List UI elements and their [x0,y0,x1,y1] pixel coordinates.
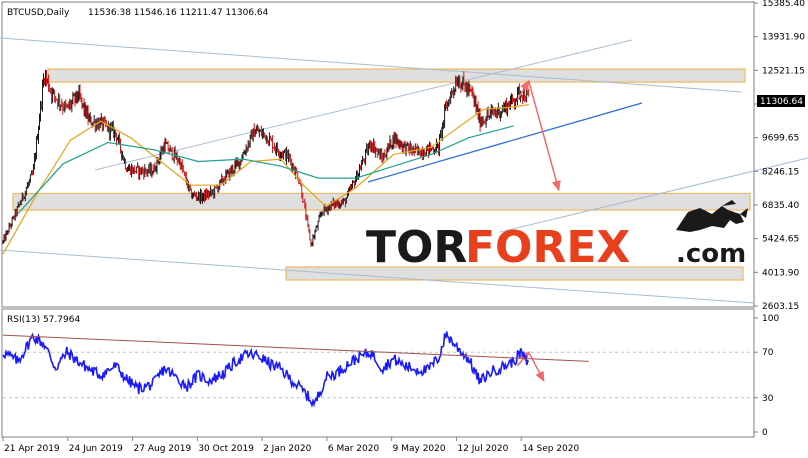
current-price-text: 11306.64 [760,97,803,107]
x-tick-label-1: 24 Jun 2019 [69,444,123,454]
trendline-layer [367,102,643,183]
zones-layer [12,68,751,281]
watermark-tor: TOR [366,222,467,273]
channel-line-3 [499,157,808,233]
watermark-forex: FOREX [465,222,630,273]
torforex-watermark: TOR FOREX .com [366,200,748,273]
y-tick-label-1: 13931.90 [762,33,805,43]
rsi-y-axis: 100 70 30 0 [754,314,779,438]
channel-line-2 [0,249,755,304]
y-tick-label-4: 9699.65 [762,134,799,144]
rsi-pane-border [1,308,755,438]
channels-layer [0,37,808,304]
candles-layer [2,69,530,247]
rising-trendline [367,102,643,183]
y-tick-label-6: 6835.40 [762,201,799,211]
channel-line-0 [0,37,743,93]
rsi-layer [2,331,754,408]
rsi-tick-label-2: 30 [762,394,774,404]
support-zone [285,266,744,281]
channel-line-1 [94,39,633,171]
x-tick-label-8: 14 Sep 2020 [522,444,579,454]
x-tick-label-2: 27 Aug 2019 [134,444,192,454]
x-tick-label-5: 6 Mar 2020 [328,444,380,454]
main-pane-border [1,1,755,308]
x-tick-label-0: 21 Apr 2019 [4,444,60,454]
x-tick-label-7: 12 Jul 2020 [457,444,508,454]
y-tick-label-5: 8246.15 [762,167,799,177]
resistance-zone [47,68,746,83]
forecast-arrows-layer [516,79,561,383]
rsi-header-label: RSI(13) 57.7964 [7,315,80,325]
rsi-forecast-arrow-0 [516,351,530,367]
bull-logo-icon [676,200,748,232]
rsi-line [2,331,530,408]
y-tick-label-7: 5424.65 [762,235,799,245]
y-tick-label-2: 12521.15 [762,66,805,76]
y-tick-label-0: 15385.40 [762,0,805,9]
rsi-forecast-arrow-1 [528,351,545,383]
middle-zone [12,192,751,211]
rsi-tick-label-1: 70 [762,348,774,358]
current-price-tag: 11306.64 [757,95,805,107]
moving-averages-layer [2,104,529,255]
chart-ohlc-label: 11536.38 11546.16 11211.47 11306.64 [88,8,269,18]
ma-slow-line [17,125,514,215]
price-forecast-arrow-1 [527,80,561,192]
x-tick-label-6: 9 May 2020 [393,444,446,454]
ma-fast-line [2,104,529,255]
rsi-tick-label-3: 0 [762,428,768,438]
x-tick-label-3: 30 Oct 2019 [198,444,254,454]
chart-symbol-label: BTCUSD,Daily [7,8,70,18]
watermark-dotcom: .com [676,239,746,269]
rsi-trendline [2,334,589,362]
price-forecast-arrow-0 [516,79,530,101]
x-tick-label-4: 2 Jan 2020 [263,444,311,454]
y-tick-label-8: 4013.90 [762,268,799,278]
rsi-tick-label-0: 100 [762,314,779,324]
y-tick-label-9: 2603.15 [762,302,799,312]
x-axis: 21 Apr 2019 24 Jun 2019 27 Aug 2019 30 Oct … [2,437,580,454]
